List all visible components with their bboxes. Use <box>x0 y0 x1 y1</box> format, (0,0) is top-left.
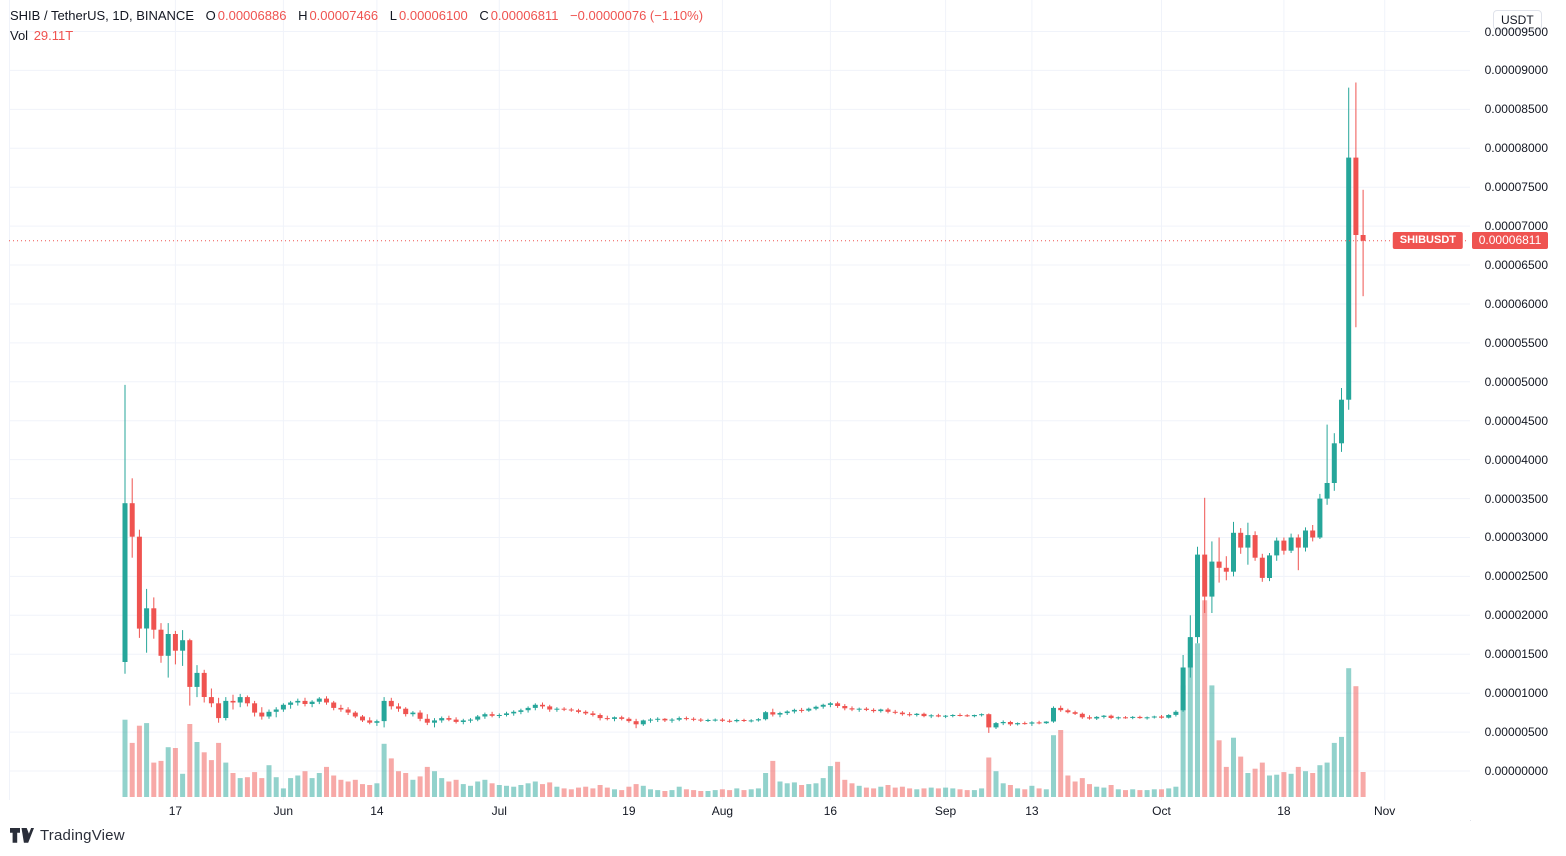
price-axis-label: 0.00003000 <box>1484 530 1548 545</box>
price-axis-label: 0.00000500 <box>1484 725 1548 740</box>
legend-symbol-row: SHIB / TetherUS, 1D, BINANCE O 0.00006886… <box>10 6 705 25</box>
price-axis-label: 0.00003500 <box>1484 491 1548 506</box>
time-axis-label: 18 <box>1277 804 1291 818</box>
time-axis-label: Jun <box>273 804 294 818</box>
volume-value: 29.11T <box>33 28 74 43</box>
price-axis-label: 0.00006000 <box>1484 296 1548 311</box>
open-value: 0.00006886 <box>217 8 287 23</box>
chart-legend: SHIB / TetherUS, 1D, BINANCE O 0.00006886… <box>10 6 705 45</box>
price-axis-label: 0.00000000 <box>1484 764 1548 778</box>
time-axis-label: Aug <box>711 804 734 818</box>
price-axis-label: 0.00005000 <box>1484 374 1548 389</box>
price-axis-label: 0.00007000 <box>1484 219 1548 234</box>
change-value: −0.00000076 (−1.10%) <box>570 8 704 23</box>
price-axis-label: 0.00008000 <box>1484 141 1548 156</box>
price-axis[interactable]: USDT 0.00000000 0.00000500 0.00001000 0.000… <box>1470 0 1566 820</box>
high-value: 0.00007466 <box>309 8 379 23</box>
time-axis-label: Jul <box>491 804 507 818</box>
price-axis-label: 0.00002000 <box>1484 608 1548 623</box>
price-axis-label: 0.00004000 <box>1484 452 1548 467</box>
open-label: O <box>205 8 216 23</box>
time-axis-label: 19 <box>622 804 636 818</box>
tradingview-logo-text: TradingView <box>40 827 125 844</box>
low-label: L <box>389 8 397 23</box>
low-value: 0.00006100 <box>399 8 468 23</box>
price-axis-label: 0.00004500 <box>1484 413 1548 428</box>
last-price-axis-tag: 0.00006811 <box>1472 232 1548 250</box>
candlestick-chart-pane[interactable] <box>0 0 1566 822</box>
time-axis-label: 16 <box>823 804 838 818</box>
price-axis-label: 0.00006500 <box>1484 258 1548 273</box>
tradingview-logo[interactable]: TradingView <box>10 827 125 844</box>
price-axis-label: 0.00001500 <box>1484 647 1548 662</box>
time-axis-label: Nov <box>1373 804 1396 818</box>
symbol-title[interactable]: SHIB / TetherUS, 1D, BINANCE <box>10 8 194 23</box>
time-axis-label: 13 <box>1025 804 1039 818</box>
currency-toggle-button[interactable]: USDT <box>1493 10 1542 30</box>
price-axis-label: 0.00001000 <box>1484 686 1548 701</box>
high-label: H <box>298 8 308 23</box>
price-axis-label: 0.00005500 <box>1484 335 1548 350</box>
time-axis-label: Oct <box>1152 804 1171 818</box>
last-price-symbol-tag: SHIBUSDT <box>1392 232 1463 250</box>
price-axis-label: 0.00009500 <box>1484 24 1548 39</box>
close-value: 0.00006811 <box>490 8 559 23</box>
close-label: C <box>479 8 489 23</box>
price-axis-label: 0.00009000 <box>1484 63 1548 78</box>
legend-volume-row: Vol 29.11T <box>10 26 705 45</box>
price-axis-label: 0.00002500 <box>1484 569 1548 584</box>
volume-label: Vol <box>10 28 29 43</box>
price-axis-label: 0.00008500 <box>1484 102 1548 117</box>
tradingview-logo-icon <box>10 828 34 843</box>
price-axis-label: 0.00007500 <box>1484 180 1548 195</box>
time-axis-label: Sep <box>934 804 957 818</box>
time-axis-label: 14 <box>370 804 384 818</box>
time-axis[interactable]: 17 Jun 14 Jul 19 Aug 16 Sep 13 Oct 18 Nov <box>0 800 1470 821</box>
time-axis-label: 17 <box>168 804 183 818</box>
footer: TradingView <box>0 821 1566 856</box>
